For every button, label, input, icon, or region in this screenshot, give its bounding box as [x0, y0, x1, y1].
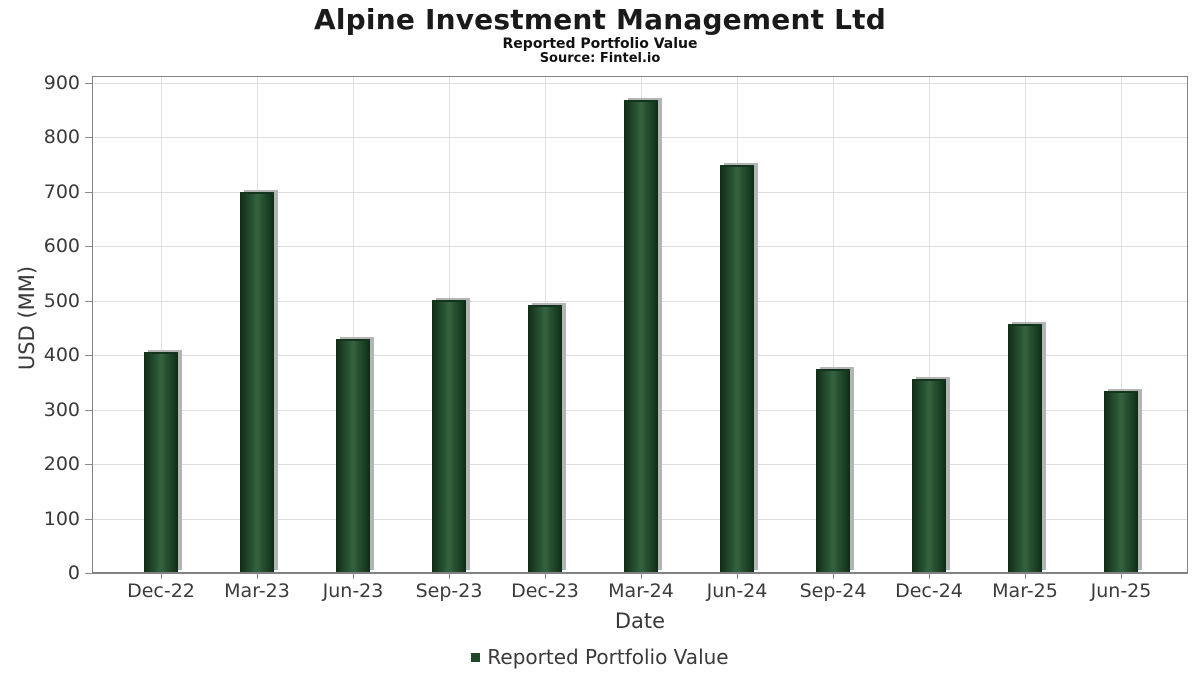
y-tick-label: 200: [43, 453, 80, 476]
legend-marker-icon: [471, 652, 481, 662]
bar-dec-24[interactable]: [912, 379, 946, 572]
bar-jun-23[interactable]: [336, 339, 370, 572]
chart-title: Alpine Investment Management Ltd: [314, 3, 886, 36]
x-axis-tick: [449, 574, 450, 579]
bar-dec-22[interactable]: [144, 352, 178, 572]
bar-dec-23[interactable]: [528, 304, 562, 572]
x-tick-label: Dec-22: [127, 580, 195, 602]
bar-jun-25[interactable]: [1104, 390, 1138, 572]
gridline-horizontal: [93, 82, 1187, 84]
chart-source-label: Source: Fintel.io: [539, 51, 661, 66]
x-axis-tick: [1121, 574, 1122, 579]
y-axis-tick: [85, 409, 92, 411]
y-tick-label: 900: [43, 71, 80, 94]
x-axis-tick: [545, 574, 546, 579]
x-axis-tick: [1025, 574, 1026, 579]
gridline-vertical: [161, 77, 162, 572]
x-tick-label: Jun-25: [1090, 580, 1152, 602]
plot-area: [92, 76, 1188, 574]
chart-subtitle: Reported Portfolio Value: [502, 36, 698, 52]
x-tick-label: Jun-24: [706, 580, 768, 602]
y-tick-label: 500: [43, 289, 80, 312]
y-axis-tick: [85, 573, 92, 574]
y-axis-tick: [85, 355, 92, 357]
y-axis-tick: [85, 137, 92, 139]
x-tick-label: Sep-23: [415, 580, 483, 602]
bar-mar-25[interactable]: [1008, 323, 1042, 572]
y-axis-tick: [85, 518, 92, 520]
x-tick-label: Sep-24: [799, 580, 867, 602]
bar-mar-24[interactable]: [624, 100, 658, 572]
x-tick-label: Mar-24: [608, 580, 674, 602]
bar-sep-24[interactable]: [816, 369, 850, 572]
x-tick-label: Mar-23: [224, 580, 290, 602]
x-tick-label: Dec-24: [895, 580, 963, 602]
gridline-vertical: [353, 77, 354, 572]
bar-sep-23[interactable]: [432, 299, 466, 572]
x-axis-tick: [641, 574, 642, 579]
y-axis-tick: [85, 82, 92, 84]
x-tick-label: Jun-23: [322, 580, 384, 602]
y-tick-label: 600: [43, 235, 80, 258]
y-tick-label: 700: [43, 180, 80, 203]
bar-mar-23[interactable]: [240, 191, 274, 572]
gridline-vertical: [833, 77, 834, 572]
y-tick-label: 100: [43, 507, 80, 530]
x-axis-label: Date: [614, 609, 666, 633]
legend-item[interactable]: Reported Portfolio Value: [0, 645, 1200, 669]
x-axis-tick: [929, 574, 930, 579]
gridline-vertical: [1121, 77, 1122, 572]
x-tick-label: Mar-25: [992, 580, 1058, 602]
gridline-vertical: [929, 77, 930, 572]
y-tick-label: 800: [43, 126, 80, 149]
y-tick-label: 400: [43, 344, 80, 367]
y-axis-tick: [85, 464, 92, 466]
legend-label: Reported Portfolio Value: [487, 645, 729, 669]
x-axis-tick: [833, 574, 834, 579]
bar-jun-24[interactable]: [720, 165, 754, 572]
x-tick-label: Dec-23: [511, 580, 579, 602]
x-axis-tick: [257, 574, 258, 579]
x-axis-tick: [353, 574, 354, 579]
y-tick-label: 0: [67, 562, 80, 584]
y-axis-tick: [85, 300, 92, 302]
y-axis-tick: [85, 191, 92, 193]
y-tick-label: 300: [43, 398, 80, 421]
x-axis-tick: [737, 574, 738, 579]
y-axis-tick: [85, 246, 92, 248]
x-axis-tick: [161, 574, 162, 579]
